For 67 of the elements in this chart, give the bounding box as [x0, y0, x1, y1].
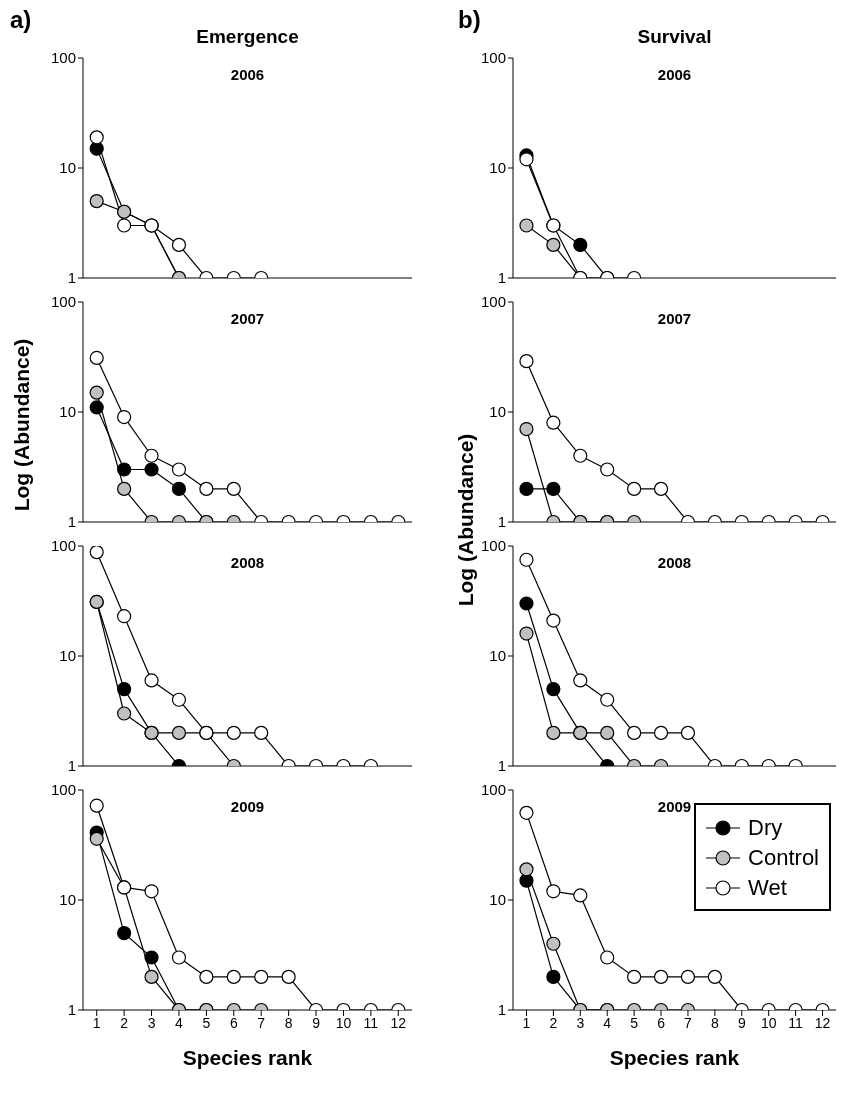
- text: 2007: [656, 310, 693, 327]
- y-tick-label: 1: [67, 1001, 76, 1019]
- y-axis-title: Log (Abundance): [10, 338, 34, 512]
- text: 2009: [229, 798, 266, 815]
- x-tick-label: 12: [814, 1014, 831, 1031]
- x-axis-title: Species rank: [181, 1046, 314, 1070]
- y-tick-label: 100: [50, 49, 76, 67]
- y-tick-label: 1: [497, 513, 506, 531]
- y-tick-label: 10: [59, 891, 76, 909]
- y-tick-label: 10: [59, 647, 76, 665]
- legend-label: Wet: [748, 875, 787, 901]
- x-tick-label: 9: [312, 1014, 321, 1031]
- y-tick-label: 100: [50, 537, 76, 555]
- text: 2008: [229, 554, 266, 571]
- y-tick-label: 100: [480, 293, 506, 311]
- y-tick-label: 1: [67, 269, 76, 287]
- y-tick-label: 10: [59, 159, 76, 177]
- text: 2006: [656, 66, 693, 83]
- y-tick-label: 1: [497, 1001, 506, 1019]
- y-axis-title: Log (Abundance): [454, 433, 478, 607]
- y-tick-label: 1: [497, 269, 506, 287]
- y-tick-label: 1: [67, 757, 76, 775]
- y-tick-label: 10: [489, 403, 506, 421]
- y-tick-label: 100: [50, 781, 76, 799]
- y-tick-label: 100: [50, 293, 76, 311]
- text: Emergence: [195, 26, 300, 48]
- x-tick-label: 6: [229, 1014, 238, 1031]
- x-tick-label: 9: [737, 1014, 746, 1031]
- legend-label: Dry: [748, 815, 783, 841]
- x-tick-label: 10: [760, 1014, 777, 1031]
- text: 2007: [229, 310, 266, 327]
- y-tick-label: 100: [480, 49, 506, 67]
- x-tick-label: 11: [788, 1014, 804, 1031]
- y-tick-label: 100: [480, 537, 506, 555]
- x-axis-title: Species rank: [608, 1046, 741, 1070]
- x-tick-label: 10: [335, 1014, 352, 1031]
- x-tick-label: 2: [549, 1014, 558, 1031]
- y-tick-label: 100: [480, 781, 506, 799]
- x-tick-label: 8: [710, 1014, 719, 1031]
- legend-label: Control: [748, 845, 819, 871]
- text: b): [458, 6, 481, 34]
- x-tick-label: 4: [603, 1014, 612, 1031]
- y-tick-label: 10: [489, 159, 506, 177]
- x-tick-label: 1: [92, 1014, 101, 1031]
- x-tick-label: 1: [522, 1014, 531, 1031]
- x-tick-label: 4: [175, 1014, 184, 1031]
- y-tick-label: 1: [497, 757, 506, 775]
- text: 2009: [656, 798, 693, 815]
- text: a): [10, 6, 32, 34]
- x-tick-label: 2: [120, 1014, 129, 1031]
- x-tick-label: 6: [657, 1014, 666, 1031]
- y-tick-label: 10: [59, 403, 76, 421]
- x-tick-label: 12: [390, 1014, 407, 1031]
- x-tick-label: 8: [284, 1014, 293, 1031]
- text: 2006: [229, 66, 266, 83]
- x-tick-label: 3: [576, 1014, 585, 1031]
- y-tick-label: 10: [489, 647, 506, 665]
- x-tick-label: 5: [630, 1014, 639, 1031]
- x-tick-label: 7: [257, 1014, 266, 1031]
- x-tick-label: 7: [684, 1014, 693, 1031]
- y-tick-label: 10: [489, 891, 506, 909]
- y-tick-label: 1: [67, 513, 76, 531]
- x-tick-label: 5: [202, 1014, 211, 1031]
- x-tick-label: 3: [147, 1014, 156, 1031]
- x-tick-label: 11: [363, 1014, 379, 1031]
- text: 2008: [656, 554, 693, 571]
- text: Survival: [636, 26, 713, 48]
